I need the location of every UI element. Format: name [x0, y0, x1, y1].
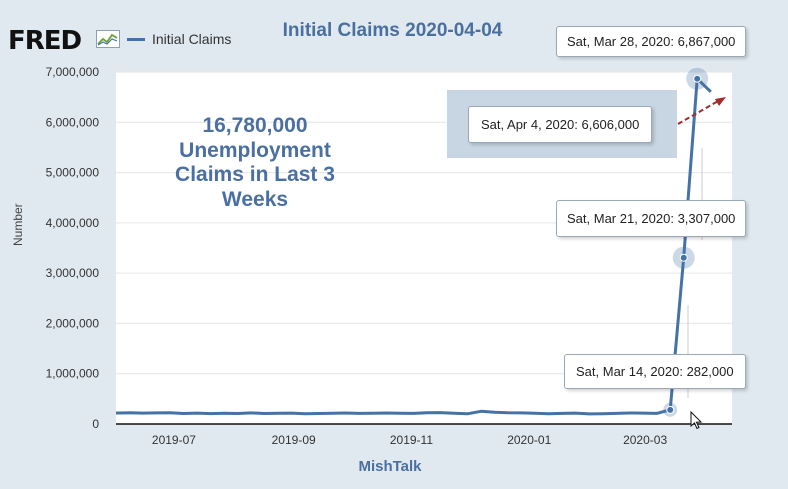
tooltip-mar-21: Sat, Mar 21, 2020: 3,307,000 [556, 200, 747, 237]
legend[interactable]: Initial Claims [127, 31, 231, 47]
y-tick-label: 1,000,000 [46, 367, 100, 381]
x-tick-label: 2020-03 [623, 433, 667, 447]
y-tick-label: 2,000,000 [46, 316, 100, 330]
x-tick-labels: 2019-07 2019-09 2019-11 2020-01 2020-03 [152, 433, 668, 447]
tooltip-value: 6,867,000 [677, 34, 736, 49]
y-axis-label: Number [11, 203, 25, 246]
tooltip-date: Sat, Mar 21, 2020: [567, 211, 674, 226]
tooltip-mar-14: Sat, Mar 14, 2020: 282,000 [564, 354, 746, 389]
legend-swatch [127, 37, 145, 41]
annotation-line: Weeks [221, 187, 289, 211]
tooltip-date: Sat, Apr 4, 2020: [481, 117, 578, 132]
fred-graph-icon [96, 30, 120, 48]
tooltip-value: 3,307,000 [677, 211, 736, 226]
data-point[interactable] [693, 74, 702, 83]
y-tick-label: 6,000,000 [46, 115, 100, 129]
y-tick-label: 4,000,000 [46, 216, 100, 230]
y-tick-label: 5,000,000 [46, 166, 100, 180]
data-point[interactable] [679, 253, 688, 262]
annotation-line: 16,780,000 [202, 114, 308, 137]
tooltip-date: Sat, Mar 28, 2020: [567, 34, 674, 49]
x-tick-label: 2019-07 [152, 433, 196, 447]
tooltip-value: 282,000 [686, 364, 734, 379]
tooltip-apr-4: Sat, Apr 4, 2020: 6,606,000 [468, 106, 653, 143]
y-tick-label: 3,000,000 [46, 266, 100, 280]
chart-title: Initial Claims 2020-04-04 [282, 20, 503, 41]
tooltip-value: 6,606,000 [581, 117, 640, 132]
series-line-initial-claims[interactable] [115, 77, 712, 416]
annotation-arrow [677, 99, 721, 125]
fred-logo: FRED [8, 26, 82, 56]
x-tick-label: 2019-09 [272, 433, 316, 447]
legend-label-initial-claims: Initial Claims [152, 31, 232, 47]
tooltip-date: Sat, Mar 14, 2020: [576, 364, 683, 379]
annotation-arrow-head [715, 97, 726, 106]
x-axis-label: MishTalk [358, 458, 422, 475]
y-tick-label: 7,000,000 [46, 65, 100, 79]
y-tick-label: 0 [92, 417, 99, 431]
mouse-cursor-icon [690, 410, 703, 430]
annotation-text: 16,780,000 Unemployment Claims in Last 3… [150, 114, 360, 212]
x-tick-label: 2020-01 [507, 433, 551, 447]
tooltip-mar-28: Sat, Mar 28, 2020: 6,867,000 [556, 26, 747, 57]
y-tick-labels: 0 1,000,000 2,000,000 3,000,000 4,000,000 5,0… [46, 65, 100, 431]
data-point[interactable] [666, 405, 675, 414]
x-tick-label: 2019-11 [390, 433, 433, 447]
highlight-points [663, 67, 709, 417]
annotation-line: Claims in Last 3 [175, 163, 335, 186]
annotation-line: Unemployment [179, 138, 331, 162]
